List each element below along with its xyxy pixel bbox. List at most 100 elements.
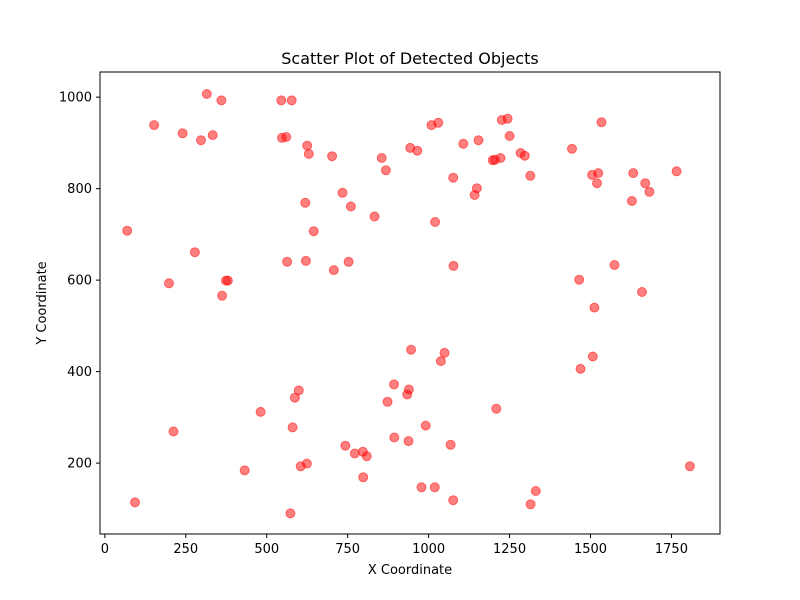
x-tick-label: 250 <box>173 542 198 557</box>
x-tick-label: 750 <box>335 542 360 557</box>
data-point <box>328 265 339 276</box>
data-point <box>295 461 306 472</box>
data-point <box>587 351 598 362</box>
x-axis-label: X Coordinate <box>368 563 452 578</box>
data-point <box>684 461 695 472</box>
data-point <box>289 392 300 403</box>
data-point <box>276 95 287 106</box>
data-point <box>502 113 513 124</box>
data-point <box>287 422 298 433</box>
x-axis: 0 250 500 750 1000 1250 1500 1750 <box>101 534 688 557</box>
data-point <box>239 465 250 476</box>
data-point <box>380 165 391 176</box>
x-tick-label: 1250 <box>493 542 526 557</box>
data-point <box>416 482 427 493</box>
y-axis-label: Y Coordinate <box>35 261 50 345</box>
data-point <box>207 130 218 141</box>
data-point <box>177 128 188 139</box>
plot-frame <box>99 71 721 535</box>
data-point <box>217 290 228 301</box>
data-point <box>282 256 293 267</box>
data-point <box>575 363 586 374</box>
data-point <box>130 497 140 508</box>
data-point <box>196 135 206 146</box>
data-point <box>402 389 413 400</box>
data-point <box>358 472 369 483</box>
data-point <box>349 448 360 459</box>
y-axis: 200 400 600 800 1000 <box>59 91 100 472</box>
data-point <box>448 495 459 506</box>
data-point <box>149 120 160 131</box>
x-tick-label: 1000 <box>412 542 445 557</box>
y-tick-label: 400 <box>67 365 92 380</box>
data-point <box>327 151 338 162</box>
data-point <box>435 356 446 367</box>
y-tick-label: 1000 <box>59 91 92 106</box>
data-point <box>389 379 399 390</box>
data-point <box>345 201 356 212</box>
data-point <box>308 226 319 237</box>
data-point <box>403 436 414 447</box>
y-tick-label: 800 <box>67 182 92 197</box>
x-tick-label: 1750 <box>655 542 688 557</box>
data-point <box>596 117 607 128</box>
data-point <box>285 508 296 519</box>
data-point <box>473 135 484 146</box>
data-point <box>168 426 179 437</box>
data-point <box>593 168 604 179</box>
data-point <box>281 132 292 142</box>
data-point <box>504 131 515 141</box>
data-point <box>406 344 417 355</box>
data-point <box>343 256 354 267</box>
data-point <box>201 89 212 99</box>
data-point <box>189 247 200 258</box>
data-point <box>433 117 444 128</box>
data-point <box>671 166 682 177</box>
data-point <box>640 178 651 189</box>
data-point <box>448 172 459 183</box>
x-tick-label: 500 <box>254 542 279 557</box>
data-point <box>609 260 620 270</box>
data-point <box>255 406 266 417</box>
data-point <box>445 439 456 450</box>
y-tick-label: 600 <box>67 274 92 289</box>
data-point <box>337 187 348 198</box>
data-point <box>495 153 506 163</box>
data-point <box>300 197 311 208</box>
data-point <box>376 153 387 163</box>
data-point <box>574 274 585 285</box>
data-point <box>592 178 602 189</box>
data-point <box>164 278 174 289</box>
data-point <box>420 420 431 431</box>
data-point <box>122 225 133 236</box>
data-point <box>361 451 372 462</box>
data-point <box>626 196 637 206</box>
data-point <box>525 499 536 510</box>
x-tick-label: 0 <box>101 542 109 557</box>
data-point <box>458 138 469 149</box>
data-point <box>448 260 459 271</box>
y-tick-label: 200 <box>67 457 92 472</box>
data-point <box>216 95 227 106</box>
data-point <box>382 396 393 407</box>
data-point <box>637 287 647 297</box>
data-point <box>491 403 502 414</box>
data-point <box>430 217 441 227</box>
chart-title: Scatter Plot of Detected Objects <box>281 49 538 68</box>
data-point <box>567 143 577 154</box>
data-point <box>530 486 541 496</box>
data-point <box>340 440 351 451</box>
data-point <box>628 168 639 179</box>
data-point <box>589 302 600 313</box>
data-point <box>519 150 530 161</box>
data-point <box>286 95 297 106</box>
data-point <box>302 140 313 151</box>
data-point <box>469 190 480 200</box>
data-point <box>222 275 233 286</box>
data-point <box>303 148 314 159</box>
data-point <box>389 432 400 443</box>
points-layer <box>122 89 695 519</box>
data-point <box>369 211 380 222</box>
